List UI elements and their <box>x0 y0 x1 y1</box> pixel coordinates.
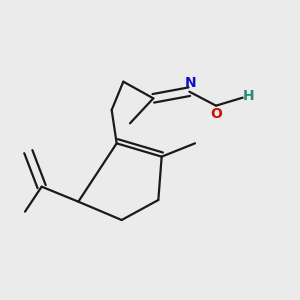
Text: O: O <box>211 107 223 121</box>
Text: N: N <box>185 76 197 90</box>
Text: H: H <box>243 89 254 103</box>
